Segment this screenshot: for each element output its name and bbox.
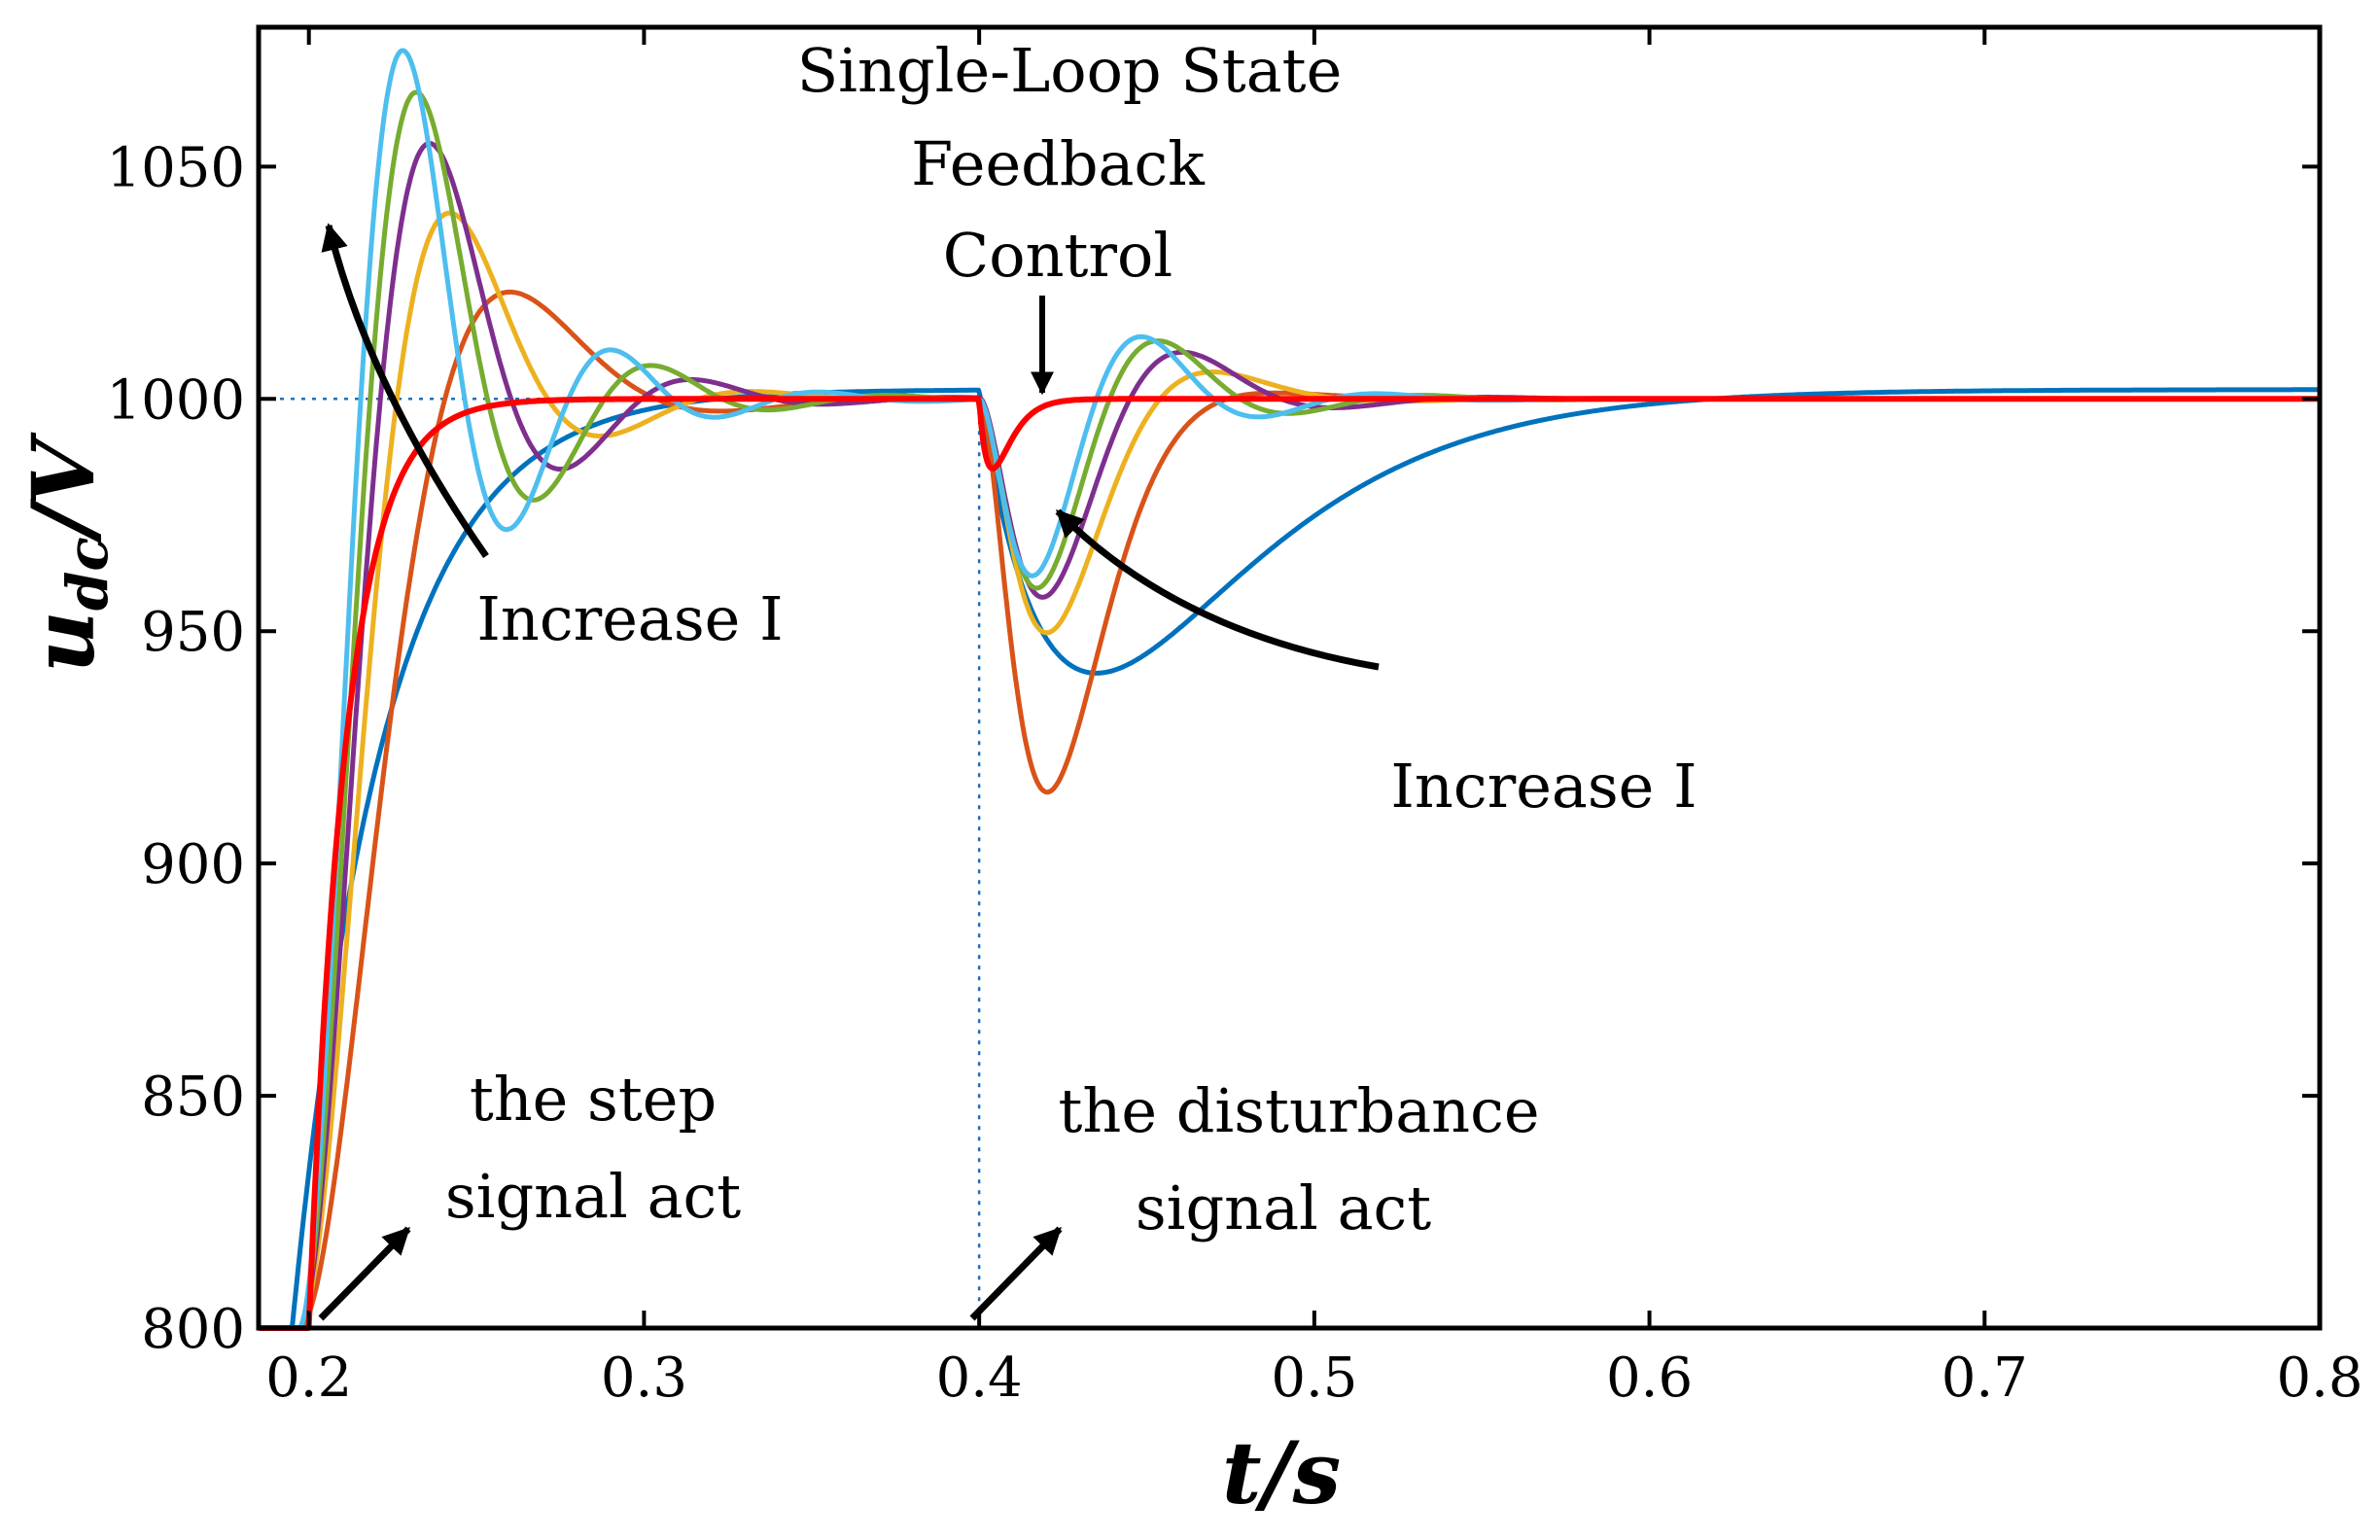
y-axis-ticks: 800 850 900 950 1000 1050: [106, 136, 2320, 1361]
x-tick-label: 0.4: [936, 1347, 1023, 1410]
y-axis-title: udc/V: [13, 432, 121, 673]
arrow-increase-i-step: [321, 223, 489, 559]
y-tick-label: 800: [141, 1298, 245, 1361]
x-tick-label: 0.8: [2276, 1347, 2362, 1410]
series-line-7: [257, 396, 2322, 1331]
annotation-increase-i-disturbance: Increase I: [1390, 751, 1697, 822]
x-tick-label: 0.5: [1271, 1347, 1357, 1410]
plot-frame: [256, 24, 2323, 1331]
annotation-single-loop-line1: Single-Loop State: [797, 35, 1343, 106]
annotation-step-signal-line2: signal act: [445, 1161, 741, 1232]
x-tick-label: 0.7: [1942, 1347, 2028, 1410]
series-line-1: [258, 387, 2321, 1331]
x-tick-label: 0.3: [601, 1347, 687, 1410]
arrow-step-signal: [318, 1226, 411, 1321]
y-tick-label: 1050: [106, 136, 245, 199]
x-tick-label: 0.6: [1606, 1347, 1693, 1410]
y-tick-label: 950: [141, 601, 245, 664]
series-group: [257, 48, 2322, 1331]
y-tick-label: 850: [141, 1066, 245, 1129]
x-axis-ticks: 0.2 0.3 0.4 0.5 0.6 0.7 0.8: [265, 27, 2363, 1410]
annotation-disturbance-signal-line1: the disturbance: [1058, 1075, 1539, 1146]
annotation-single-loop-line2: Feedback: [911, 128, 1205, 199]
arrow-increase-i-disturbance: [1055, 508, 1380, 671]
y-tick-label: 900: [141, 833, 245, 896]
y-axis-title-unit: /V: [13, 432, 114, 543]
y-axis-title-main: u: [13, 611, 114, 673]
y-axis-title-subscript: dc: [54, 537, 121, 611]
x-axis-title: t/s: [1222, 1422, 1341, 1523]
annotation-step-signal-line1: the step: [470, 1064, 717, 1135]
y-tick-label: 1000: [106, 368, 245, 432]
annotation-single-loop-line3: Control: [943, 220, 1172, 291]
annotation-disturbance-signal-line2: signal act: [1136, 1172, 1431, 1243]
x-tick-label: 0.2: [265, 1347, 352, 1410]
annotation-increase-i-step: Increase I: [476, 583, 783, 654]
arrow-disturbance-signal: [969, 1226, 1063, 1321]
